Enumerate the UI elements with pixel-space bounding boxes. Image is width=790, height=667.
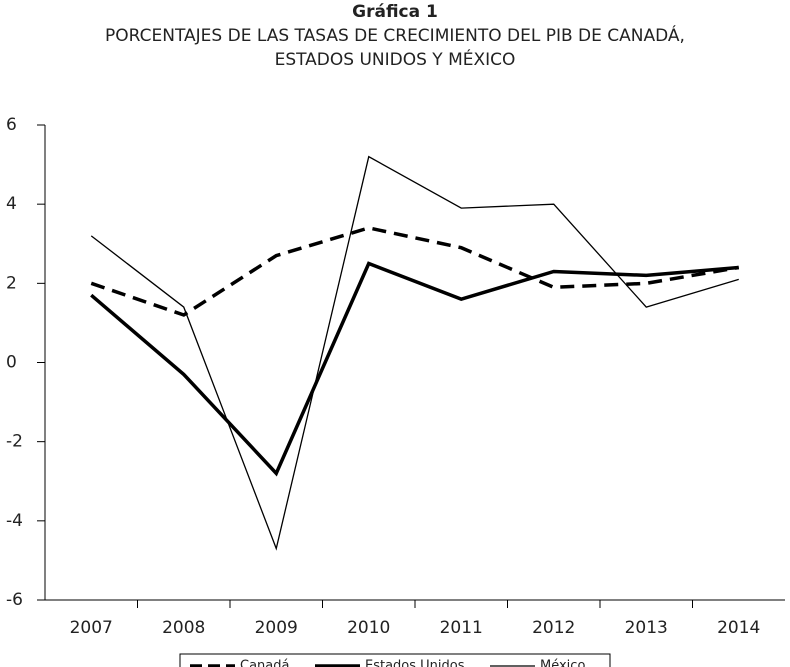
y-tick-label: 6: [6, 115, 17, 135]
x-tick-label: 2011: [440, 618, 483, 638]
legend-label: México: [540, 659, 585, 667]
y-tick-label: -2: [6, 432, 23, 452]
x-tick-label: 2014: [717, 618, 760, 638]
y-tick-label: -4: [6, 511, 23, 531]
legend-box: [179, 653, 611, 667]
chart-title: Gráfica 1: [352, 2, 438, 22]
series-line: [90, 155, 739, 551]
x-tick-label: 2010: [347, 618, 390, 638]
series-line: [90, 261, 739, 477]
y-tick-label: 4: [6, 194, 17, 214]
y-tick-label: 2: [6, 273, 17, 293]
chart-subtitle: ESTADOS UNIDOS Y MÉXICO: [275, 48, 516, 70]
legend-label: Canadá: [240, 659, 289, 667]
y-tick-label: 0: [6, 353, 17, 373]
series-line: [90, 226, 740, 317]
legend-label: Estados Unidos: [365, 659, 465, 667]
y-tick-label: -6: [6, 590, 23, 610]
x-tick-label: 2013: [625, 618, 668, 638]
x-tick-label: 2012: [532, 618, 575, 638]
x-tick-label: 2009: [255, 618, 298, 638]
x-tick-label: 2007: [70, 618, 113, 638]
x-tick-label: 2008: [162, 618, 205, 638]
chart-subtitle: PORCENTAJES DE LAS TASAS DE CRECIMIENTO …: [105, 24, 685, 46]
